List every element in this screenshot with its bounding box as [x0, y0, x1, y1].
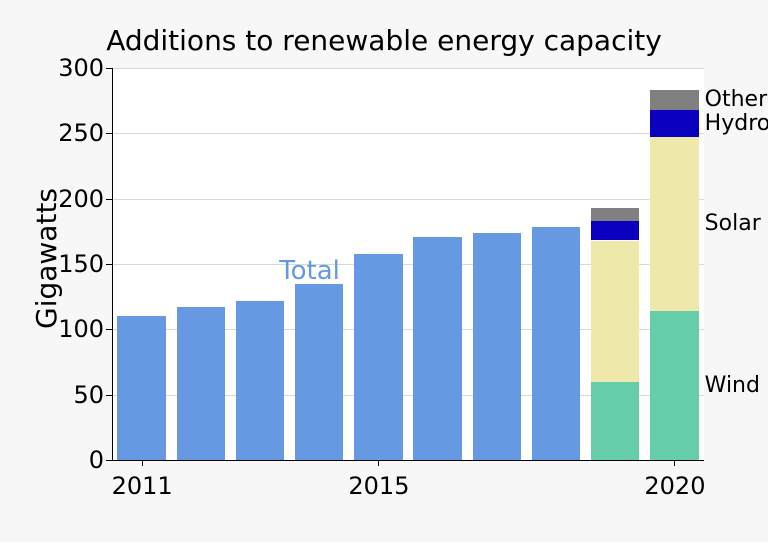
total-bar [236, 301, 285, 460]
stacked-bar [650, 90, 699, 460]
total-label: Total [279, 256, 340, 286]
series-label-solar: Solar [705, 211, 761, 236]
x-axis [112, 460, 704, 461]
y-tick-label: 100 [58, 315, 104, 343]
gridline [112, 199, 704, 200]
chart-title: Additions to renewable energy capacity [0, 24, 768, 57]
y-tick-label: 200 [58, 185, 104, 213]
plot-area [112, 68, 704, 460]
total-bar [473, 233, 522, 460]
stack-segment-other [591, 208, 640, 221]
y-tick-label: 0 [89, 446, 104, 474]
x-tick [378, 460, 379, 466]
gridline [112, 68, 704, 69]
stacked-bar [591, 208, 640, 460]
x-tick-label: 2011 [112, 472, 173, 500]
series-label-hydro: Hydro [705, 111, 768, 136]
total-bar [413, 237, 462, 460]
total-bar [177, 307, 226, 460]
stack-segment-hydro [591, 221, 640, 241]
stack-segment-solar [591, 241, 640, 382]
stack-segment-solar [650, 137, 699, 311]
series-label-wind: Wind [705, 373, 760, 398]
renewable-capacity-chart: Additions to renewable energy capacity G… [0, 0, 768, 542]
x-tick-label: 2015 [348, 472, 409, 500]
x-tick [674, 460, 675, 466]
total-bar [354, 254, 403, 460]
x-tick-label: 2020 [644, 472, 705, 500]
total-bar [117, 316, 166, 460]
stack-segment-hydro [650, 110, 699, 137]
stack-segment-other [650, 90, 699, 110]
y-tick-label: 50 [73, 381, 104, 409]
total-bar [532, 227, 581, 460]
total-bar [295, 284, 344, 460]
stack-segment-wind [650, 311, 699, 460]
stack-segment-wind [591, 382, 640, 460]
y-tick-label: 150 [58, 250, 104, 278]
x-tick [142, 460, 143, 466]
series-label-other: Other [705, 87, 767, 112]
gridline [112, 133, 704, 134]
y-tick-label: 250 [58, 119, 104, 147]
y-axis [112, 68, 113, 460]
y-tick-label: 300 [58, 54, 104, 82]
